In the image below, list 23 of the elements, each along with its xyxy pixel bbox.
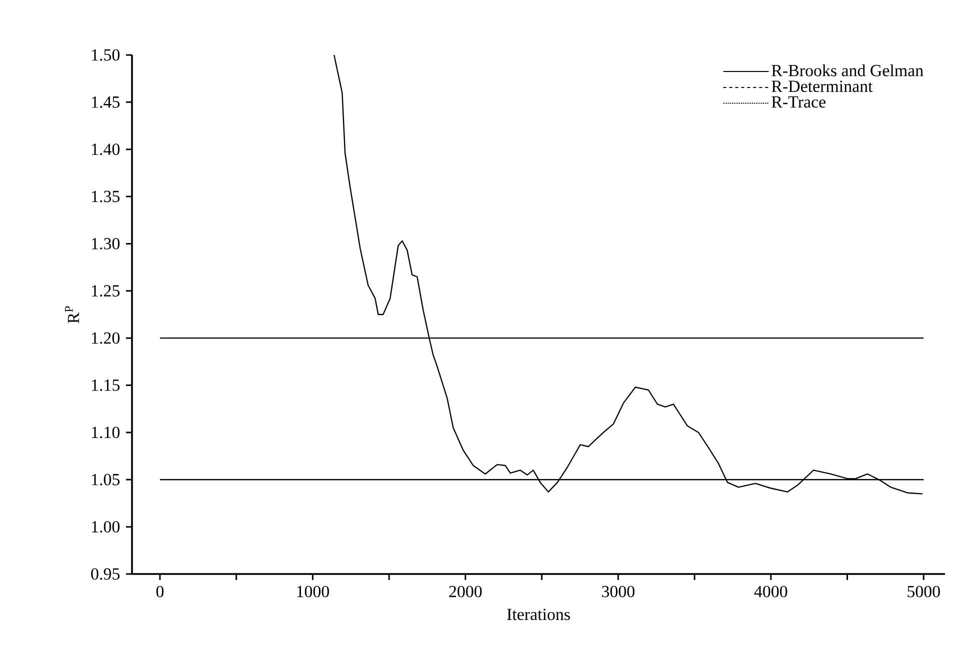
y-tick-label: 1.10 bbox=[92, 426, 120, 438]
y-tick-label: 1.25 bbox=[92, 285, 120, 297]
legend-label: R-Determinant bbox=[772, 80, 873, 92]
x-tick-label: 3000 bbox=[602, 586, 634, 598]
y-tick-label: 1.20 bbox=[92, 332, 120, 344]
y-tick-label: 1.35 bbox=[92, 190, 120, 202]
x-tick-label: 1000 bbox=[297, 586, 329, 598]
x-tick-label: 2000 bbox=[449, 586, 482, 598]
x-tick-label: 4000 bbox=[754, 586, 788, 598]
x-tick-label: 5000 bbox=[908, 586, 940, 598]
legend-label: R-Trace bbox=[772, 96, 826, 108]
y-tick-label: 1.05 bbox=[92, 474, 120, 486]
y-tick-label: 1.15 bbox=[92, 380, 120, 391]
y-tick-label: 1.30 bbox=[92, 238, 120, 250]
legend-label: R-Brooks and Gelman bbox=[772, 64, 924, 76]
y-tick-label: 1.45 bbox=[92, 96, 120, 108]
y-tick-label: 0.95 bbox=[91, 568, 120, 580]
y-tick-label: 1.40 bbox=[92, 144, 120, 156]
y-axis-title: R$^{P}$ bbox=[65, 306, 80, 324]
y-tick-label: 1.50 bbox=[92, 49, 120, 61]
x-tick-label: 0 bbox=[156, 586, 164, 598]
x-axis-title: Iterations bbox=[507, 608, 570, 620]
y-tick-label: 1.00 bbox=[92, 521, 120, 533]
